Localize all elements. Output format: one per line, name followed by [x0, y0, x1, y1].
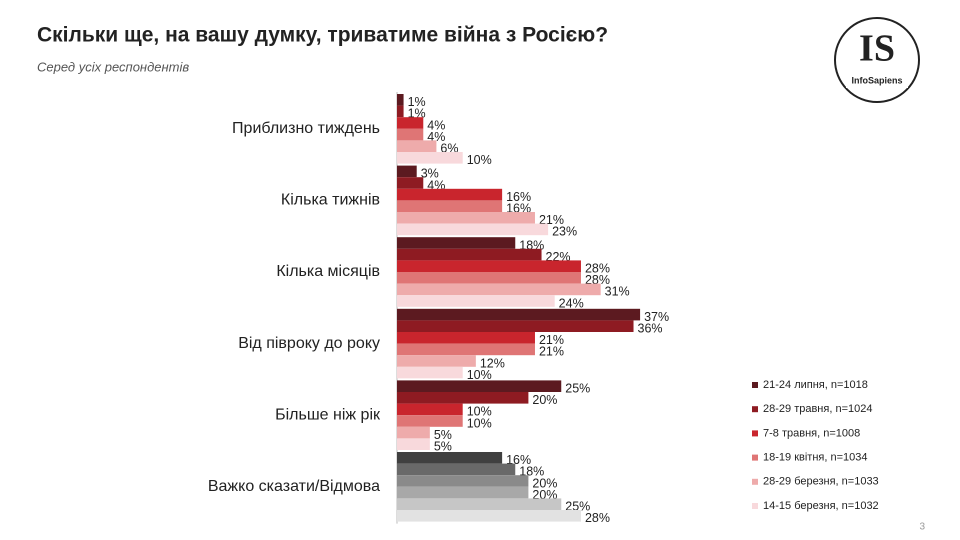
logo: IS InfoSapiens — [834, 17, 920, 103]
legend-swatch — [752, 382, 758, 388]
bar — [397, 426, 430, 439]
bar — [397, 415, 463, 427]
value-label: 20% — [532, 393, 557, 407]
logo-name: InfoSapiens — [851, 75, 902, 85]
value-label: 21% — [539, 213, 564, 227]
bar — [397, 140, 437, 152]
value-label: 21% — [539, 333, 564, 347]
value-label: 31% — [605, 285, 630, 299]
value-label: 3% — [421, 167, 439, 181]
bar — [397, 117, 424, 129]
value-label: 1% — [408, 107, 426, 121]
logo-band — [846, 74, 908, 88]
bar — [397, 223, 549, 236]
value-label: 12% — [480, 356, 505, 370]
value-label: 28% — [585, 273, 610, 287]
bar — [397, 272, 581, 284]
legend-swatch — [752, 454, 758, 461]
value-label: 6% — [440, 141, 458, 155]
bar — [397, 260, 581, 272]
bar — [397, 452, 503, 464]
value-label: 10% — [467, 368, 492, 382]
bar — [397, 308, 641, 321]
legend-label: 28-29 травня, n=1024 — [763, 403, 872, 415]
bar — [397, 438, 430, 450]
bar — [397, 380, 562, 392]
value-label: 36% — [638, 321, 663, 335]
bar — [397, 355, 476, 367]
value-label: 4% — [427, 178, 445, 192]
bar — [397, 320, 634, 332]
value-label: 4% — [427, 130, 445, 144]
value-label: 5% — [434, 439, 452, 453]
bar — [397, 94, 404, 106]
bar — [397, 486, 529, 499]
value-label: 10% — [467, 153, 492, 167]
value-label: 1% — [408, 95, 426, 109]
value-label: 20% — [532, 488, 557, 502]
category-label: Кілька місяців — [276, 263, 380, 280]
value-label: 16% — [506, 201, 531, 215]
value-label: 28% — [585, 261, 610, 275]
value-label: 16% — [506, 190, 531, 204]
chart-title: Скільки ще, на вашу думку, триватиме вій… — [37, 24, 608, 47]
category-label: Більше ніж рік — [275, 406, 381, 423]
value-label: 24% — [559, 296, 584, 310]
value-label: 25% — [565, 381, 590, 395]
legend-label: 7-8 травня, n=1008 — [763, 427, 860, 439]
legend-label: 14-15 березня, n=1032 — [763, 500, 879, 512]
bar — [397, 475, 529, 487]
logo-mark: IS — [859, 28, 895, 70]
bar — [397, 463, 516, 476]
category-label: Від півроку до року — [238, 335, 380, 352]
page-number: 3 — [919, 522, 925, 533]
bar — [397, 128, 424, 141]
value-label: 10% — [467, 405, 492, 419]
bar — [397, 212, 535, 224]
bar — [397, 332, 535, 344]
legend-swatch — [752, 406, 758, 413]
category-label: Кілька тижнів — [281, 192, 380, 209]
bar — [397, 188, 503, 201]
bar — [397, 498, 562, 510]
bar — [397, 152, 463, 164]
value-label: 16% — [506, 453, 531, 467]
bar — [397, 248, 542, 261]
value-label: 10% — [467, 416, 492, 430]
value-label: 25% — [565, 499, 590, 513]
logo-circle — [834, 17, 920, 103]
legend-swatch — [752, 430, 758, 437]
bar — [397, 295, 555, 307]
legend-label: 21-24 липня, n=1018 — [763, 379, 868, 391]
value-label: 37% — [644, 310, 669, 324]
value-label: 5% — [434, 428, 452, 442]
value-label: 18% — [519, 465, 544, 479]
legend-swatch — [752, 478, 758, 485]
value-label: 20% — [532, 476, 557, 490]
bar — [397, 200, 503, 212]
value-label: 21% — [539, 345, 564, 359]
value-label: 22% — [546, 250, 571, 264]
bar — [397, 177, 424, 189]
bar — [397, 165, 417, 178]
legend-swatch — [752, 503, 758, 509]
bar — [397, 510, 581, 522]
bar — [397, 237, 516, 249]
value-label: 18% — [519, 238, 544, 252]
category-label: Важко сказати/Відмова — [208, 478, 380, 495]
bar — [397, 343, 535, 356]
value-label: 23% — [552, 225, 577, 239]
legend-label: 18-19 квітня, n=1034 — [763, 452, 867, 464]
chart-subtitle: Серед усіх респондентів — [37, 59, 189, 74]
value-label: 4% — [427, 118, 445, 132]
bar — [397, 366, 463, 379]
category-label: Приблизно тиждень — [232, 120, 380, 137]
bar — [397, 392, 529, 404]
legend-label: 28-29 березня, n=1033 — [763, 476, 879, 488]
value-label: 28% — [585, 511, 610, 525]
bar — [397, 283, 601, 296]
bar — [397, 403, 463, 416]
bar — [397, 105, 404, 118]
